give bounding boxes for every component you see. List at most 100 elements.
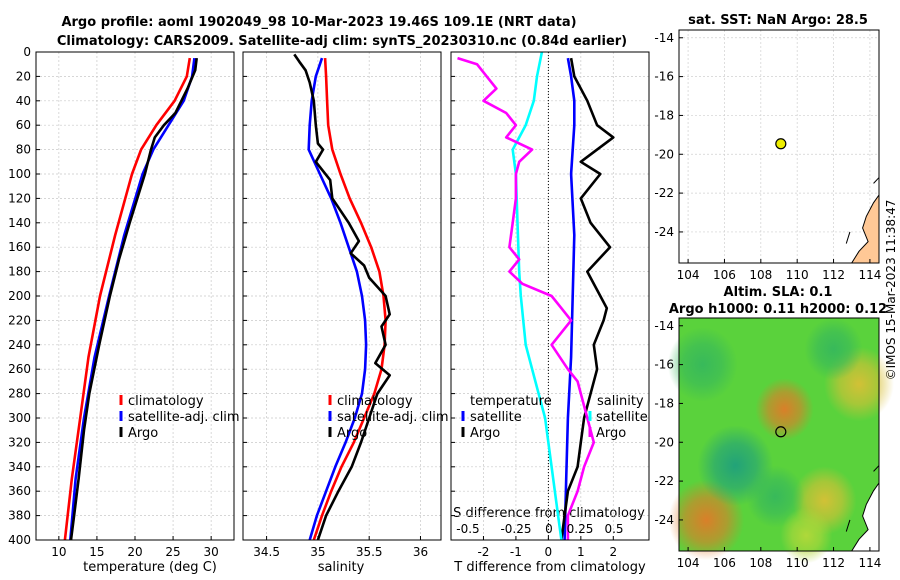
x-top-tick-label: 0.25 xyxy=(567,522,594,536)
island-outline xyxy=(845,231,851,244)
credit-text: ©IMOS 15-Mar-2023 11:38:47 xyxy=(884,200,898,381)
y-tick-label: 0 xyxy=(23,45,31,59)
x-tick-label: 1 xyxy=(577,545,585,559)
legend-label: climatology xyxy=(128,394,204,409)
y-tick-label: -20 xyxy=(654,435,674,449)
x-tick-label: 15 xyxy=(89,545,104,559)
island-outline xyxy=(873,465,880,472)
series-line-t-satellite xyxy=(563,57,576,541)
legend-label: Argo xyxy=(337,426,367,441)
difference-panel: -2 -1 0 1 2 -0.5 -0.25 0 0.25 0.5 temperature salin… xyxy=(450,51,650,559)
y-tick-label: 320 xyxy=(8,435,31,449)
x-tick-label: 108 xyxy=(749,556,772,570)
sla-anomaly-blob xyxy=(755,378,814,441)
legend-label: satellite xyxy=(470,410,522,425)
argo-position-marker xyxy=(775,138,787,150)
figure-title-line2: Climatology: CARS2009. Satellite-adj cli… xyxy=(57,34,627,49)
y-tick-label: -24 xyxy=(654,513,674,527)
x-tick-label: 2 xyxy=(609,545,617,559)
series-line-satellite-adj-clim xyxy=(69,57,196,541)
sla-anomaly-blob xyxy=(780,507,833,564)
y-tick-label: 280 xyxy=(8,387,31,401)
y-tick-label: 140 xyxy=(8,216,31,230)
x-tick-label: -2 xyxy=(477,545,489,559)
legend-title-temperature: temperature xyxy=(470,394,552,409)
x-tick-label: 104 xyxy=(677,556,700,570)
x-tick-label: 30 xyxy=(204,545,219,559)
x-tick-label: 36 xyxy=(413,545,428,559)
salinity-xlabel: salinity xyxy=(318,560,365,575)
y-tick-label: 380 xyxy=(8,509,31,523)
y-tick-label: 240 xyxy=(8,338,31,352)
series-line-climatology xyxy=(312,58,387,541)
legend-label: satellite-adj. clim xyxy=(337,410,449,425)
sla-anomaly-blob xyxy=(804,318,863,381)
y-tick-label: -18 xyxy=(654,108,674,122)
y-tick-label: 20 xyxy=(16,69,31,83)
y-tick-label: 360 xyxy=(8,484,31,498)
x-tick-label: 35 xyxy=(310,545,325,559)
sla-anomaly-blob xyxy=(667,327,738,402)
legend-label: climatology xyxy=(337,394,413,409)
y-tick-label: 120 xyxy=(8,191,31,205)
y-tick-label: 100 xyxy=(8,167,31,181)
x-tick-label: 0 xyxy=(545,545,553,559)
legend-label: satellite xyxy=(596,410,648,425)
sla-map-title-line1: Altim. SLA: 0.1 xyxy=(724,285,833,300)
y-tick-label: 300 xyxy=(8,411,31,425)
difference-xlabel-top: S difference from climatology xyxy=(453,506,645,521)
legend-label: Argo xyxy=(596,426,626,441)
x-top-tick-label: -0.25 xyxy=(500,522,531,536)
y-tick-label: -14 xyxy=(654,319,674,333)
island-outline xyxy=(873,177,880,184)
x-tick-label: 35.5 xyxy=(356,545,383,559)
x-tick-label: 34.5 xyxy=(253,545,280,559)
x-top-tick-label: -0.5 xyxy=(456,522,479,536)
y-tick-label: -16 xyxy=(654,70,674,84)
y-tick-label: -22 xyxy=(654,474,674,488)
y-tick-label: -16 xyxy=(654,358,674,372)
map-frame xyxy=(678,317,880,552)
y-tick-label: 40 xyxy=(16,94,31,108)
figure-title-line1: Argo profile: aoml 1902049_98 10-Mar-202… xyxy=(61,15,576,30)
y-tick-label: 180 xyxy=(8,265,31,279)
island-outline xyxy=(845,519,851,532)
x-tick-label: 104 xyxy=(677,268,700,282)
series-line-t-argo xyxy=(560,57,615,541)
y-tick-label: -24 xyxy=(654,225,674,239)
x-tick-label: 20 xyxy=(127,545,142,559)
y-tick-label: -18 xyxy=(654,396,674,410)
sla-anomaly-blob xyxy=(746,465,805,528)
legend-label: satellite-adj. clim xyxy=(128,410,240,425)
x-tick-label: 108 xyxy=(749,268,772,282)
series-line-s-argo xyxy=(457,56,596,540)
x-top-tick-label: 0 xyxy=(545,522,553,536)
legend-label: Argo xyxy=(128,426,158,441)
y-tick-label: 260 xyxy=(8,362,31,376)
x-tick-label: 112 xyxy=(822,556,845,570)
x-tick-label: 10 xyxy=(51,545,66,559)
sst-map-panel: 104 106 108 110 112 114 -14 -16 -18 -20 -22 -24 xyxy=(654,29,881,282)
y-tick-label: -14 xyxy=(654,31,674,45)
y-tick-label: 60 xyxy=(16,118,31,132)
sla-map-title-line2: Argo h1000: 0.11 h2000: 0.12 xyxy=(669,302,887,317)
series-line-satellite-adj-clim xyxy=(307,57,368,541)
y-tick-label: 160 xyxy=(8,240,31,254)
x-tick-label: 114 xyxy=(858,268,881,282)
argo-position-marker xyxy=(775,426,787,438)
x-tick-label: 110 xyxy=(786,556,809,570)
y-tick-label: -22 xyxy=(654,186,674,200)
y-tick-label: 220 xyxy=(8,313,31,327)
difference-xlabel: T difference from climatology xyxy=(453,560,646,575)
series-line-climatology xyxy=(63,57,192,541)
temperature-xlabel: temperature (deg C) xyxy=(83,560,217,575)
y-tick-label: 400 xyxy=(8,533,31,547)
x-tick-label: 106 xyxy=(713,268,736,282)
x-top-tick-label: 0.5 xyxy=(604,522,623,536)
x-tick-label: -1 xyxy=(510,545,522,559)
sla-map-panel: 104 106 108 110 112 114 -14 -16 -18 -20 -22 -24 xyxy=(654,317,894,570)
sst-map-title: sat. SST: NaN Argo: 28.5 xyxy=(688,13,868,28)
x-tick-label: 106 xyxy=(713,556,736,570)
